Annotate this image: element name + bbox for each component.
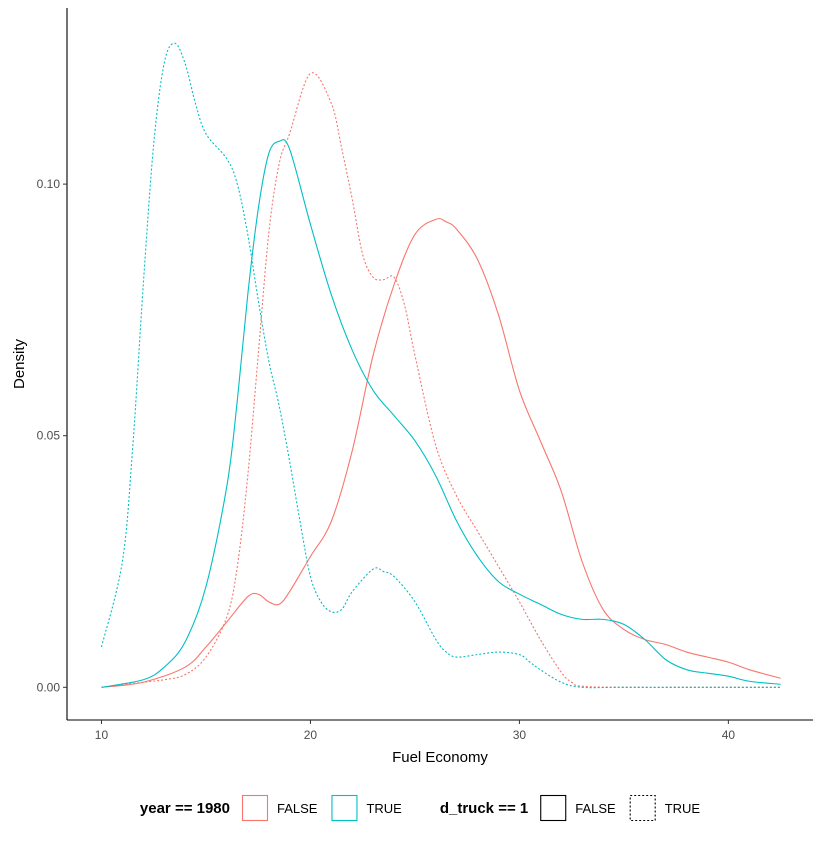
x-tick-label-40: 40 xyxy=(722,728,736,742)
y-axis: 0.00 0.05 0.10 xyxy=(37,8,68,720)
legend-title-d-truck-1: d_truck == 1 xyxy=(440,800,528,817)
x-tick-label-10: 10 xyxy=(95,728,109,742)
density-line-year1980-true-truck-true xyxy=(100,42,781,689)
y-tick-label-0-05: 0.05 xyxy=(37,429,61,443)
x-tick-label-30: 30 xyxy=(513,728,527,742)
legend-key-year-1980-false xyxy=(241,794,269,822)
legend-label-d-truck-1-false: FALSE xyxy=(575,801,616,816)
legend-key-d-truck-1-true xyxy=(629,794,656,822)
density-line-year1980-false-truck-false xyxy=(101,218,781,688)
legend-title-year-1980: year == 1980 xyxy=(140,800,230,817)
y-axis-title: Density xyxy=(11,338,28,389)
legend-key-d-truck-1-false xyxy=(540,794,567,822)
y-tick-label-0-00: 0.00 xyxy=(37,680,61,694)
y-tick-label-0-10: 0.10 xyxy=(37,177,61,191)
x-axis-title: Fuel Economy xyxy=(392,749,488,766)
density-line-year1980-false-truck-true xyxy=(101,72,781,688)
legend: year == 1980 FALSE TRUE d_truck == 1 FALSE TR… xyxy=(140,794,701,822)
plot-area xyxy=(100,42,781,689)
legend-label-year-1980-true: TRUE xyxy=(366,801,402,816)
density-line-year1980-true-truck-false xyxy=(101,139,781,688)
legend-label-d-truck-1-true: TRUE xyxy=(665,801,701,816)
legend-label-year-1980-false: FALSE xyxy=(277,801,318,816)
x-axis: 10 20 30 40 xyxy=(67,719,813,742)
legend-key-year-1980-true xyxy=(331,794,358,822)
x-tick-label-20: 20 xyxy=(304,728,318,742)
